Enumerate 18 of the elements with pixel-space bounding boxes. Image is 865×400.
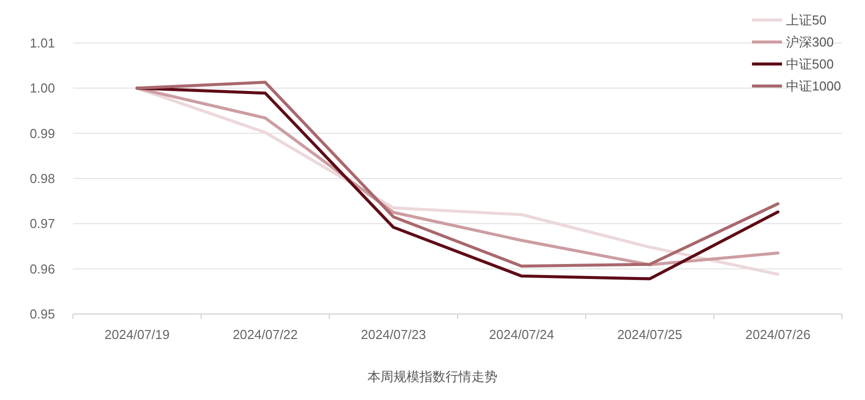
caption: 本周规模指数行情走势 xyxy=(368,369,498,384)
y-tick-label: 0.98 xyxy=(30,171,55,186)
x-tick-label: 2024/07/23 xyxy=(360,327,426,342)
x-tick-label: 2024/07/19 xyxy=(104,327,170,342)
x-tick-label: 2024/07/25 xyxy=(617,327,682,342)
legend-label: 中证500 xyxy=(786,56,834,72)
y-tick-label: 1.01 xyxy=(30,36,55,50)
y-tick-label: 0.96 xyxy=(30,261,55,276)
legend-label: 中证1000 xyxy=(786,78,841,94)
y-tick-label: 0.99 xyxy=(30,126,55,141)
legend-label: 上证50 xyxy=(786,12,826,28)
x-tick-label: 2024/07/24 xyxy=(489,327,554,342)
y-tick-label: 0.97 xyxy=(30,216,55,232)
y-tick-label: 0.95 xyxy=(30,306,55,322)
y-tick-label: 1.00 xyxy=(30,80,55,96)
x-tick-label: 2024/07/26 xyxy=(745,327,810,342)
legend-label: 沪深300 xyxy=(786,34,834,50)
x-tick-label: 2024/07/22 xyxy=(232,327,298,342)
